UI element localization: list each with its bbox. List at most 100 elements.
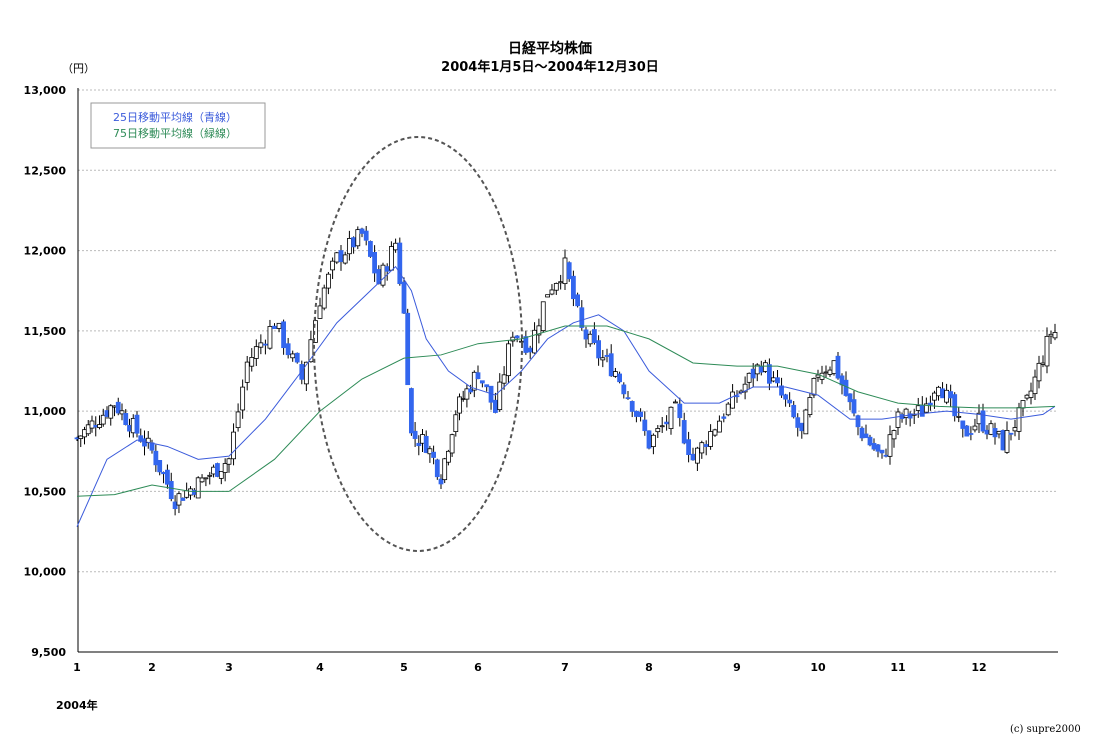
candle-body xyxy=(325,273,331,289)
candle-body xyxy=(703,444,709,447)
legend: 25日移動平均線（青線） 75日移動平均線（緑線） xyxy=(90,102,266,149)
candle-body xyxy=(750,368,756,379)
candle-body xyxy=(89,420,95,429)
legend-label: 25日移動平均線（青線） xyxy=(113,110,237,124)
y-unit-label: （円） xyxy=(62,62,95,75)
candle-body xyxy=(1044,335,1050,367)
candle-body xyxy=(172,501,178,510)
candle-body xyxy=(303,361,309,385)
candle-body xyxy=(851,399,857,414)
candle-body xyxy=(855,415,861,428)
candle-body xyxy=(936,386,941,397)
candle-body xyxy=(388,246,394,271)
candle-body xyxy=(285,343,291,356)
candle-body xyxy=(677,403,683,419)
candle-body xyxy=(944,389,949,403)
candle-body xyxy=(787,399,793,404)
highlight-ellipse xyxy=(313,136,523,552)
legend-box xyxy=(90,102,266,149)
candle-body xyxy=(742,383,748,393)
candle-body xyxy=(367,240,373,257)
candle-body xyxy=(699,442,705,454)
candle-body xyxy=(240,386,246,411)
candle-body xyxy=(811,377,817,396)
candle-body xyxy=(393,242,399,251)
candle-body xyxy=(690,453,696,461)
candle-body xyxy=(253,346,259,359)
candle-body xyxy=(1004,429,1010,453)
candle-body xyxy=(184,490,190,498)
candle-body xyxy=(775,377,780,384)
candle-body xyxy=(449,434,455,454)
candle-body xyxy=(401,281,407,314)
candle-body xyxy=(380,264,386,286)
candle-body xyxy=(351,237,357,248)
candle-body xyxy=(355,229,361,247)
candle-body xyxy=(823,371,829,374)
x-tick-label: 8 xyxy=(645,661,653,674)
candle-body xyxy=(294,352,300,363)
candle-body xyxy=(405,312,411,386)
candle-body xyxy=(123,413,129,425)
candle-body xyxy=(492,399,498,413)
candle-body xyxy=(891,430,897,440)
candle-body xyxy=(887,434,893,457)
candle-body xyxy=(330,260,336,271)
candle-body xyxy=(988,423,994,435)
x-tick-label: 12 xyxy=(971,661,986,674)
candle-body xyxy=(464,388,470,400)
candle-body xyxy=(923,403,929,413)
candle-body xyxy=(867,436,873,446)
candle-body xyxy=(948,391,954,399)
ma25-line xyxy=(76,265,1056,527)
candle-body xyxy=(134,414,140,434)
candle-body xyxy=(915,405,921,411)
candle-body xyxy=(1008,432,1014,435)
y-tick-label: 12,000 xyxy=(24,245,67,258)
candle-body xyxy=(762,362,768,372)
candle-body xyxy=(758,366,764,373)
candle-body xyxy=(423,435,429,453)
candles xyxy=(74,226,1058,516)
candle-body xyxy=(97,424,102,428)
candle-body xyxy=(655,428,661,433)
chart-subtitle: 2004年1月5日～2004年12月30日 xyxy=(441,60,659,75)
candle-body xyxy=(427,448,433,455)
candle-body xyxy=(218,470,224,479)
candle-body xyxy=(827,369,833,375)
candle-body xyxy=(153,450,159,466)
candle-body xyxy=(604,354,610,357)
candle-body xyxy=(431,451,437,458)
candle-body xyxy=(956,415,962,418)
candle-body xyxy=(992,428,998,438)
candle-body xyxy=(960,420,966,429)
candle-body xyxy=(191,489,197,495)
y-tick-label: 12,500 xyxy=(24,164,67,177)
candle-body xyxy=(730,391,735,409)
candle-body xyxy=(249,357,255,367)
candle-body xyxy=(847,393,853,403)
x-caption: 2004年 xyxy=(56,699,98,712)
candle-body xyxy=(497,381,503,411)
candle-body xyxy=(222,463,228,473)
candle-body xyxy=(188,488,193,496)
candle-body xyxy=(583,329,589,340)
candle-body xyxy=(272,325,277,330)
y-tick-label: 9,500 xyxy=(31,646,66,659)
candle-body xyxy=(883,454,889,457)
candle-body xyxy=(479,380,485,384)
candle-body xyxy=(919,405,925,417)
candle-body xyxy=(108,405,114,419)
candle-body xyxy=(803,409,809,435)
candle-body xyxy=(363,230,369,241)
x-tick-label: 3 xyxy=(225,661,233,674)
candle-body xyxy=(244,361,250,383)
candle-body xyxy=(157,460,163,473)
candle-body xyxy=(211,466,217,475)
candle-body xyxy=(613,371,618,377)
candle-body xyxy=(334,252,340,263)
candle-body xyxy=(646,430,652,449)
candle-body xyxy=(767,364,772,384)
candle-body xyxy=(506,343,511,377)
candle-body xyxy=(258,342,264,348)
